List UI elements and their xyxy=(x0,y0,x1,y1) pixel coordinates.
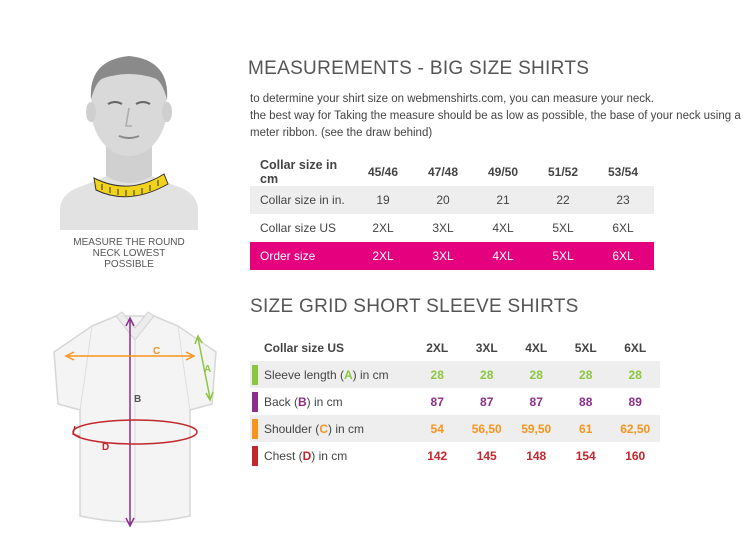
table-cell: 28 xyxy=(529,367,543,382)
table-cell: 22 xyxy=(556,193,570,207)
row-label: Order size xyxy=(260,249,316,263)
table-cell: 49/50 xyxy=(487,165,519,179)
table-cell: 154 xyxy=(575,448,596,463)
table-row: Collar size in in. 19 20 21 22 23 xyxy=(250,186,654,214)
sleeve-color-marker xyxy=(252,364,258,385)
shirt-label-b: B xyxy=(134,394,141,405)
table-cell: 6XL xyxy=(612,221,634,235)
table-cell: 20 xyxy=(436,193,450,207)
short-sleeve-grid-title: SIZE GRID SHORT SLEEVE SHIRTS xyxy=(250,296,579,317)
intro-text-line: to determine your shirt size on webmensh… xyxy=(250,93,654,105)
row-label: Collar size US xyxy=(264,340,345,355)
table-row: Shoulder (C) in cm 54 56,50 59,50 61 62,… xyxy=(250,415,660,442)
caption-line: MEASURE THE ROUND xyxy=(73,237,185,248)
table-cell: 45/46 xyxy=(367,165,399,179)
table-row: Back (B) in cm 87 87 87 88 89 xyxy=(250,388,660,415)
shirt-label-c: C xyxy=(153,346,160,357)
table-cell: 28 xyxy=(480,367,494,382)
table-cell: 4XL xyxy=(492,221,514,235)
table-cell: 59,50 xyxy=(521,421,552,436)
short-sleeve-size-table: Collar size US 2XL 3XL 4XL 5XL 6XL Sleev… xyxy=(250,334,660,469)
table-cell: 21 xyxy=(496,193,510,207)
table-cell: 87 xyxy=(430,394,444,409)
table-header-row: Collar size in cm 45/46 47/48 49/50 51/5… xyxy=(250,158,654,186)
table-cell: 62,50 xyxy=(620,421,651,436)
table-header-row: Collar size US 2XL 3XL 4XL 5XL 6XL xyxy=(250,334,660,361)
chest-color-marker xyxy=(252,445,258,466)
table-row: Sleeve length (A) in cm 28 28 28 28 28 xyxy=(250,361,660,388)
shirt-measurement-illustration: B C A D xyxy=(53,311,217,528)
table-cell: 3XL xyxy=(432,221,454,235)
table-cell: 87 xyxy=(529,394,543,409)
table-cell: 88 xyxy=(579,394,593,409)
row-label: Chest (D) in cm xyxy=(263,448,348,463)
table-cell: 2XL xyxy=(372,249,394,263)
table-cell: 51/52 xyxy=(547,165,579,179)
table-cell: 4XL xyxy=(525,340,548,355)
big-size-shirts-title: MEASUREMENTS - BIG SIZE SHIRTS xyxy=(248,58,590,79)
shirt-label-d: D xyxy=(102,442,109,453)
table-cell: 5XL xyxy=(552,249,574,263)
table-cell: 160 xyxy=(625,448,646,463)
row-label: Collar size in in. xyxy=(260,193,345,207)
table-cell: 54 xyxy=(430,421,444,436)
back-color-marker xyxy=(252,391,258,412)
table-cell: 4XL xyxy=(492,249,514,263)
intro-text-line: the best way for Taking the measure shou… xyxy=(250,110,741,122)
neck-measure-caption: MEASURE THE ROUND NECK LOWEST POSSIBLE xyxy=(58,237,200,270)
table-cell: 145 xyxy=(476,448,497,463)
table-cell: 3XL xyxy=(432,249,454,263)
table-cell: 5XL xyxy=(574,340,597,355)
table-cell: 28 xyxy=(579,367,593,382)
shoulder-color-marker xyxy=(252,418,258,439)
table-cell: 89 xyxy=(628,394,642,409)
table-cell: 142 xyxy=(427,448,448,463)
neck-measurement-illustration xyxy=(60,56,198,230)
row-label: Shoulder (C) in cm xyxy=(263,421,364,436)
shirt-label-a: A xyxy=(204,364,211,375)
caption-line: POSSIBLE xyxy=(104,259,154,270)
order-size-row: Order size 2XL 3XL 4XL 5XL 6XL xyxy=(250,242,654,270)
table-cell: 56,50 xyxy=(471,421,502,436)
row-label: Collar size US xyxy=(260,221,337,235)
collar-size-table: Collar size in cm 45/46 47/48 49/50 51/5… xyxy=(250,158,654,270)
table-row: Collar size US 2XL 3XL 4XL 5XL 6XL xyxy=(250,214,654,242)
table-cell: 148 xyxy=(526,448,547,463)
table-cell: 2XL xyxy=(426,340,449,355)
intro-text-line: meter ribbon. (see the draw behind) xyxy=(250,127,433,139)
table-cell: 61 xyxy=(579,421,593,436)
row-label: Back (B) in cm xyxy=(263,394,343,409)
table-cell: 23 xyxy=(616,193,630,207)
table-cell: 5XL xyxy=(552,221,574,235)
table-cell: 28 xyxy=(430,367,444,382)
table-cell: 6XL xyxy=(624,340,647,355)
table-cell: 2XL xyxy=(372,221,394,235)
table-cell: 19 xyxy=(376,193,390,207)
table-cell: 3XL xyxy=(475,340,498,355)
row-label: Sleeve length (A) in cm xyxy=(263,367,389,382)
table-cell: 28 xyxy=(628,367,642,382)
table-cell: 47/48 xyxy=(427,165,459,179)
caption-line: NECK LOWEST xyxy=(92,248,166,259)
row-label: Collar size in cm xyxy=(260,158,338,186)
table-cell: 87 xyxy=(480,394,494,409)
table-cell: 53/54 xyxy=(607,165,639,179)
table-cell: 6XL xyxy=(612,249,634,263)
table-row: Chest (D) in cm 142 145 148 154 160 xyxy=(250,442,660,469)
